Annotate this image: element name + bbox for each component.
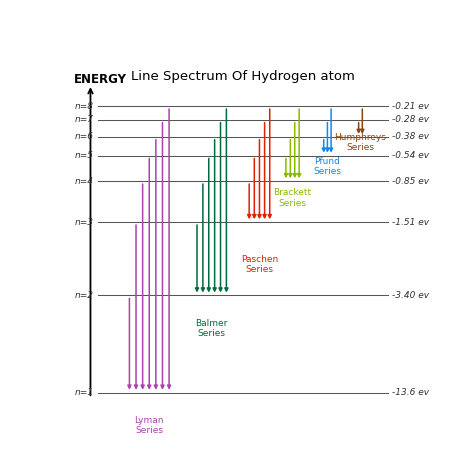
Text: n=7: n=7 <box>75 115 94 124</box>
Text: -0.21 ev: -0.21 ev <box>392 101 429 110</box>
Text: -0.28 ev: -0.28 ev <box>392 115 429 124</box>
Text: -0.85 ev: -0.85 ev <box>392 177 429 186</box>
Text: n=3: n=3 <box>75 218 94 227</box>
Text: -13.6 ev: -13.6 ev <box>392 388 429 397</box>
Text: Line Spectrum Of Hydrogen atom: Line Spectrum Of Hydrogen atom <box>131 70 355 82</box>
Text: -3.40 ev: -3.40 ev <box>392 291 429 300</box>
Text: Paschen
Series: Paschen Series <box>241 255 278 274</box>
Text: n=6: n=6 <box>75 132 94 141</box>
Text: n=4: n=4 <box>75 177 94 186</box>
Text: Lyman
Series: Lyman Series <box>135 416 164 435</box>
Text: n=2: n=2 <box>75 291 94 300</box>
Text: n=5: n=5 <box>75 151 94 160</box>
Text: Humphreys
Series: Humphreys Series <box>335 133 386 152</box>
Text: Balmer
Series: Balmer Series <box>195 319 228 338</box>
Text: Pfund
Series: Pfund Series <box>313 157 341 176</box>
Text: n=1: n=1 <box>75 388 94 397</box>
Text: -0.38 ev: -0.38 ev <box>392 132 429 141</box>
Text: Brackett
Series: Brackett Series <box>273 188 311 208</box>
Text: ENERGY: ENERGY <box>74 73 127 86</box>
Text: -1.51 ev: -1.51 ev <box>392 218 429 227</box>
Text: n=8: n=8 <box>75 101 94 110</box>
Text: -0.54 ev: -0.54 ev <box>392 151 429 160</box>
